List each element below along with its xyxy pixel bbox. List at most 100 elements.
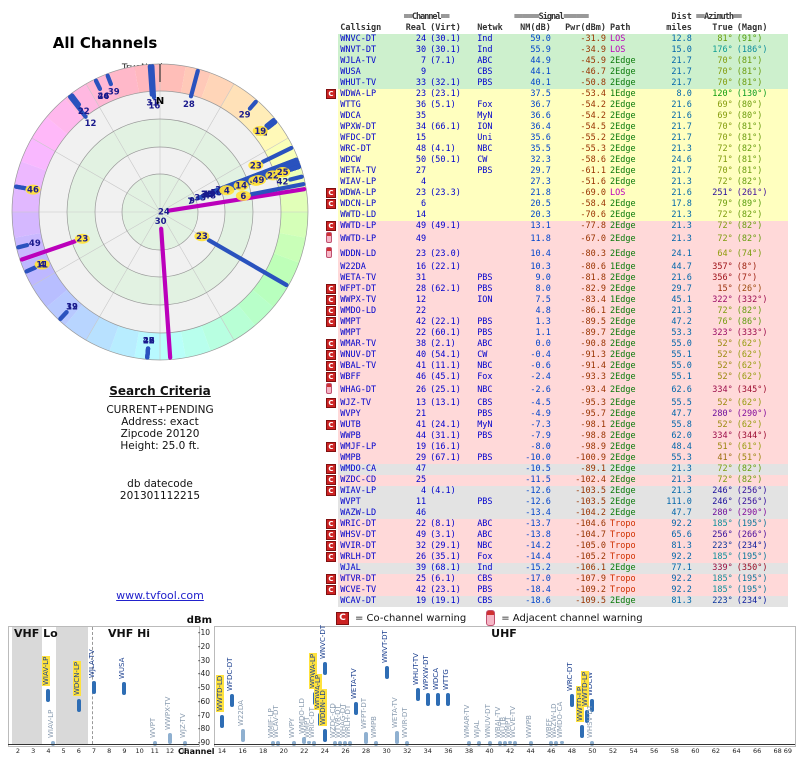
cell-distance: 21.3 — [653, 177, 694, 188]
cell-callsign[interactable]: WVPT — [338, 497, 402, 508]
polar-chart-title: All Channels — [52, 34, 158, 52]
cell-callsign[interactable]: WDWA-LP — [338, 89, 402, 100]
cell-callsign[interactable]: WJZ-TV — [338, 398, 402, 409]
cell-callsign[interactable]: WFPT-DT — [338, 284, 402, 295]
cell-magnetic-azimuth: (74°) — [734, 247, 788, 262]
cell-callsign[interactable]: WIAV-LP — [338, 486, 402, 497]
table-row: WAZW-LD 46 -13.4 -104.2 2Edge 47.7 280° (290°) — [326, 508, 788, 519]
channel-tick-label: 54 — [629, 747, 638, 755]
cell-callsign[interactable]: WMDO-LD — [338, 306, 402, 317]
cell-callsign[interactable]: WPXW-DT — [338, 122, 402, 133]
cell-callsign[interactable]: WCVE-TV — [338, 585, 402, 596]
cell-callsign[interactable]: WHUT-TV — [338, 78, 402, 89]
cell-path: 2Edge — [608, 284, 653, 295]
cell-callsign[interactable]: WRIC-DT — [338, 519, 402, 530]
cell-callsign[interactable]: WWPX-TV — [338, 295, 402, 306]
table-row: C WUTB 41 (24.1) MyN -7.3 -98.1 2Edge 55.8 52° (62… — [326, 420, 788, 431]
cell-callsign[interactable]: WCAV-DT — [338, 596, 402, 607]
cell-callsign[interactable]: WDCW — [338, 155, 402, 166]
cell-callsign[interactable]: WBAL-TV — [338, 361, 402, 372]
cell-path: Tropo — [608, 530, 653, 541]
cell-distance: 53.3 — [653, 328, 694, 339]
cell-callsign[interactable]: WFDC-DT — [338, 133, 402, 144]
cell-virtual-channel — [428, 232, 476, 247]
cell-callsign[interactable]: WWTD-LP — [338, 232, 402, 247]
cell-callsign[interactable]: WHSV-DT — [338, 530, 402, 541]
cell-callsign[interactable]: WRC-DT — [338, 144, 402, 155]
cell-path: 2Edge — [608, 339, 653, 350]
cell-distance: 55.3 — [653, 453, 694, 464]
cell-callsign[interactable]: WMPT — [338, 328, 402, 339]
cell-callsign[interactable]: WMDO-CA — [338, 464, 402, 475]
cell-callsign[interactable]: WJAL — [338, 563, 402, 574]
compass-ring-sector — [273, 233, 306, 263]
cell-callsign[interactable]: WZDC-CD — [338, 475, 402, 486]
station-label: WJAL — [473, 720, 482, 738]
cell-callsign[interactable]: WAZW-LD — [338, 508, 402, 519]
cell-callsign[interactable]: W22DA — [338, 262, 402, 273]
cell-callsign[interactable]: WTTG — [338, 100, 402, 111]
cell-callsign[interactable]: WVIR-DT — [338, 541, 402, 552]
polar-channel-label: 23 — [196, 232, 208, 242]
warning-marker-cell: C — [326, 398, 339, 409]
cell-callsign[interactable]: WUSA — [338, 67, 402, 78]
cell-true-azimuth: 79° — [693, 199, 735, 210]
cell-callsign[interactable]: WDCN-LP — [338, 199, 402, 210]
cell-callsign[interactable]: WDDN-LD — [338, 247, 402, 262]
cell-callsign[interactable]: WIAV-LP — [338, 177, 402, 188]
table-row: WCAV-DT 19 (19.1) CBS -18.6 -109.5 2Edge 81.3 22… — [326, 596, 788, 607]
cell-power: -58.6 — [552, 155, 609, 166]
cell-network: PBS — [475, 328, 512, 339]
table-row: WFDC-DT 15 Uni 35.6 -55.2 2Edge 21.7 70° (81°) — [326, 133, 788, 144]
cell-callsign[interactable]: WTVR-DT — [338, 574, 402, 585]
cell-callsign[interactable]: WDWA-LP — [338, 188, 402, 199]
cell-path: 2Edge — [608, 508, 653, 519]
cell-noise-margin: -8.0 — [511, 442, 553, 453]
cell-virtual-channel — [428, 295, 476, 306]
cell-distance: 21.6 — [653, 188, 694, 199]
table-row: C WZDC-CD 25 -11.5 -102.4 2Edge 21.3 72° (82°) — [326, 475, 788, 486]
cell-callsign[interactable]: WWPB — [338, 431, 402, 442]
cell-noise-margin: -18.6 — [511, 596, 553, 607]
cell-callsign[interactable]: WBFF — [338, 372, 402, 383]
cell-callsign[interactable]: WUTB — [338, 420, 402, 431]
cell-callsign[interactable]: WNVC-DT — [338, 34, 402, 45]
cell-callsign[interactable]: WMAR-TV — [338, 339, 402, 350]
channel-tick-label: 26 — [341, 747, 350, 755]
cell-path: Tropo — [608, 585, 653, 596]
tvfool-link[interactable]: www.tvfool.com — [116, 589, 204, 602]
warning-marker-cell: C — [326, 188, 339, 199]
cell-callsign[interactable]: WETA-TV — [338, 166, 402, 177]
cell-network: MyN — [475, 420, 512, 431]
cell-callsign[interactable]: WRLH-DT — [338, 552, 402, 563]
cell-callsign[interactable]: WDCA — [338, 111, 402, 122]
cell-network: PBS — [475, 317, 512, 328]
cell-callsign[interactable]: WWTD-LD — [338, 210, 402, 221]
warning-legend: C = Co-channel warning = Adjacent channe… — [336, 610, 643, 626]
cell-callsign[interactable]: WWTD-LP — [338, 221, 402, 232]
cell-callsign[interactable]: WMJF-LP — [338, 442, 402, 453]
cell-callsign[interactable]: WNUV-DT — [338, 350, 402, 361]
col-pwr: Pwr(dBm) — [565, 23, 607, 33]
cell-callsign[interactable]: WHAG-DT — [338, 383, 402, 398]
cell-path: 2Edge — [608, 317, 653, 328]
cell-callsign[interactable]: WJLA-TV — [338, 56, 402, 67]
col-callsign: Callsign — [340, 23, 382, 33]
cell-callsign[interactable]: WMPT — [338, 317, 402, 328]
cell-real-channel: 22 — [401, 328, 429, 339]
warning-marker-cell — [326, 177, 339, 188]
cell-path: Tropo — [608, 519, 653, 530]
adjacent-channel-warning-icon — [486, 610, 496, 626]
cell-callsign[interactable]: WETA-TV — [338, 273, 402, 284]
cell-callsign[interactable]: WNVT-DT — [338, 45, 402, 56]
cell-real-channel: 15 — [401, 133, 429, 144]
polar-channel-label: 6 — [240, 192, 246, 202]
cell-distance: 12.8 — [653, 34, 694, 45]
signal-bar — [554, 741, 559, 746]
cell-callsign[interactable]: WMPB — [338, 453, 402, 464]
datecode-label: db datecode — [127, 478, 193, 490]
cell-magnetic-azimuth: (256°) — [734, 486, 788, 497]
cell-callsign[interactable]: WVPY — [338, 409, 402, 420]
cell-path: 2Edge — [608, 122, 653, 133]
cell-magnetic-azimuth: (82°) — [734, 232, 788, 247]
